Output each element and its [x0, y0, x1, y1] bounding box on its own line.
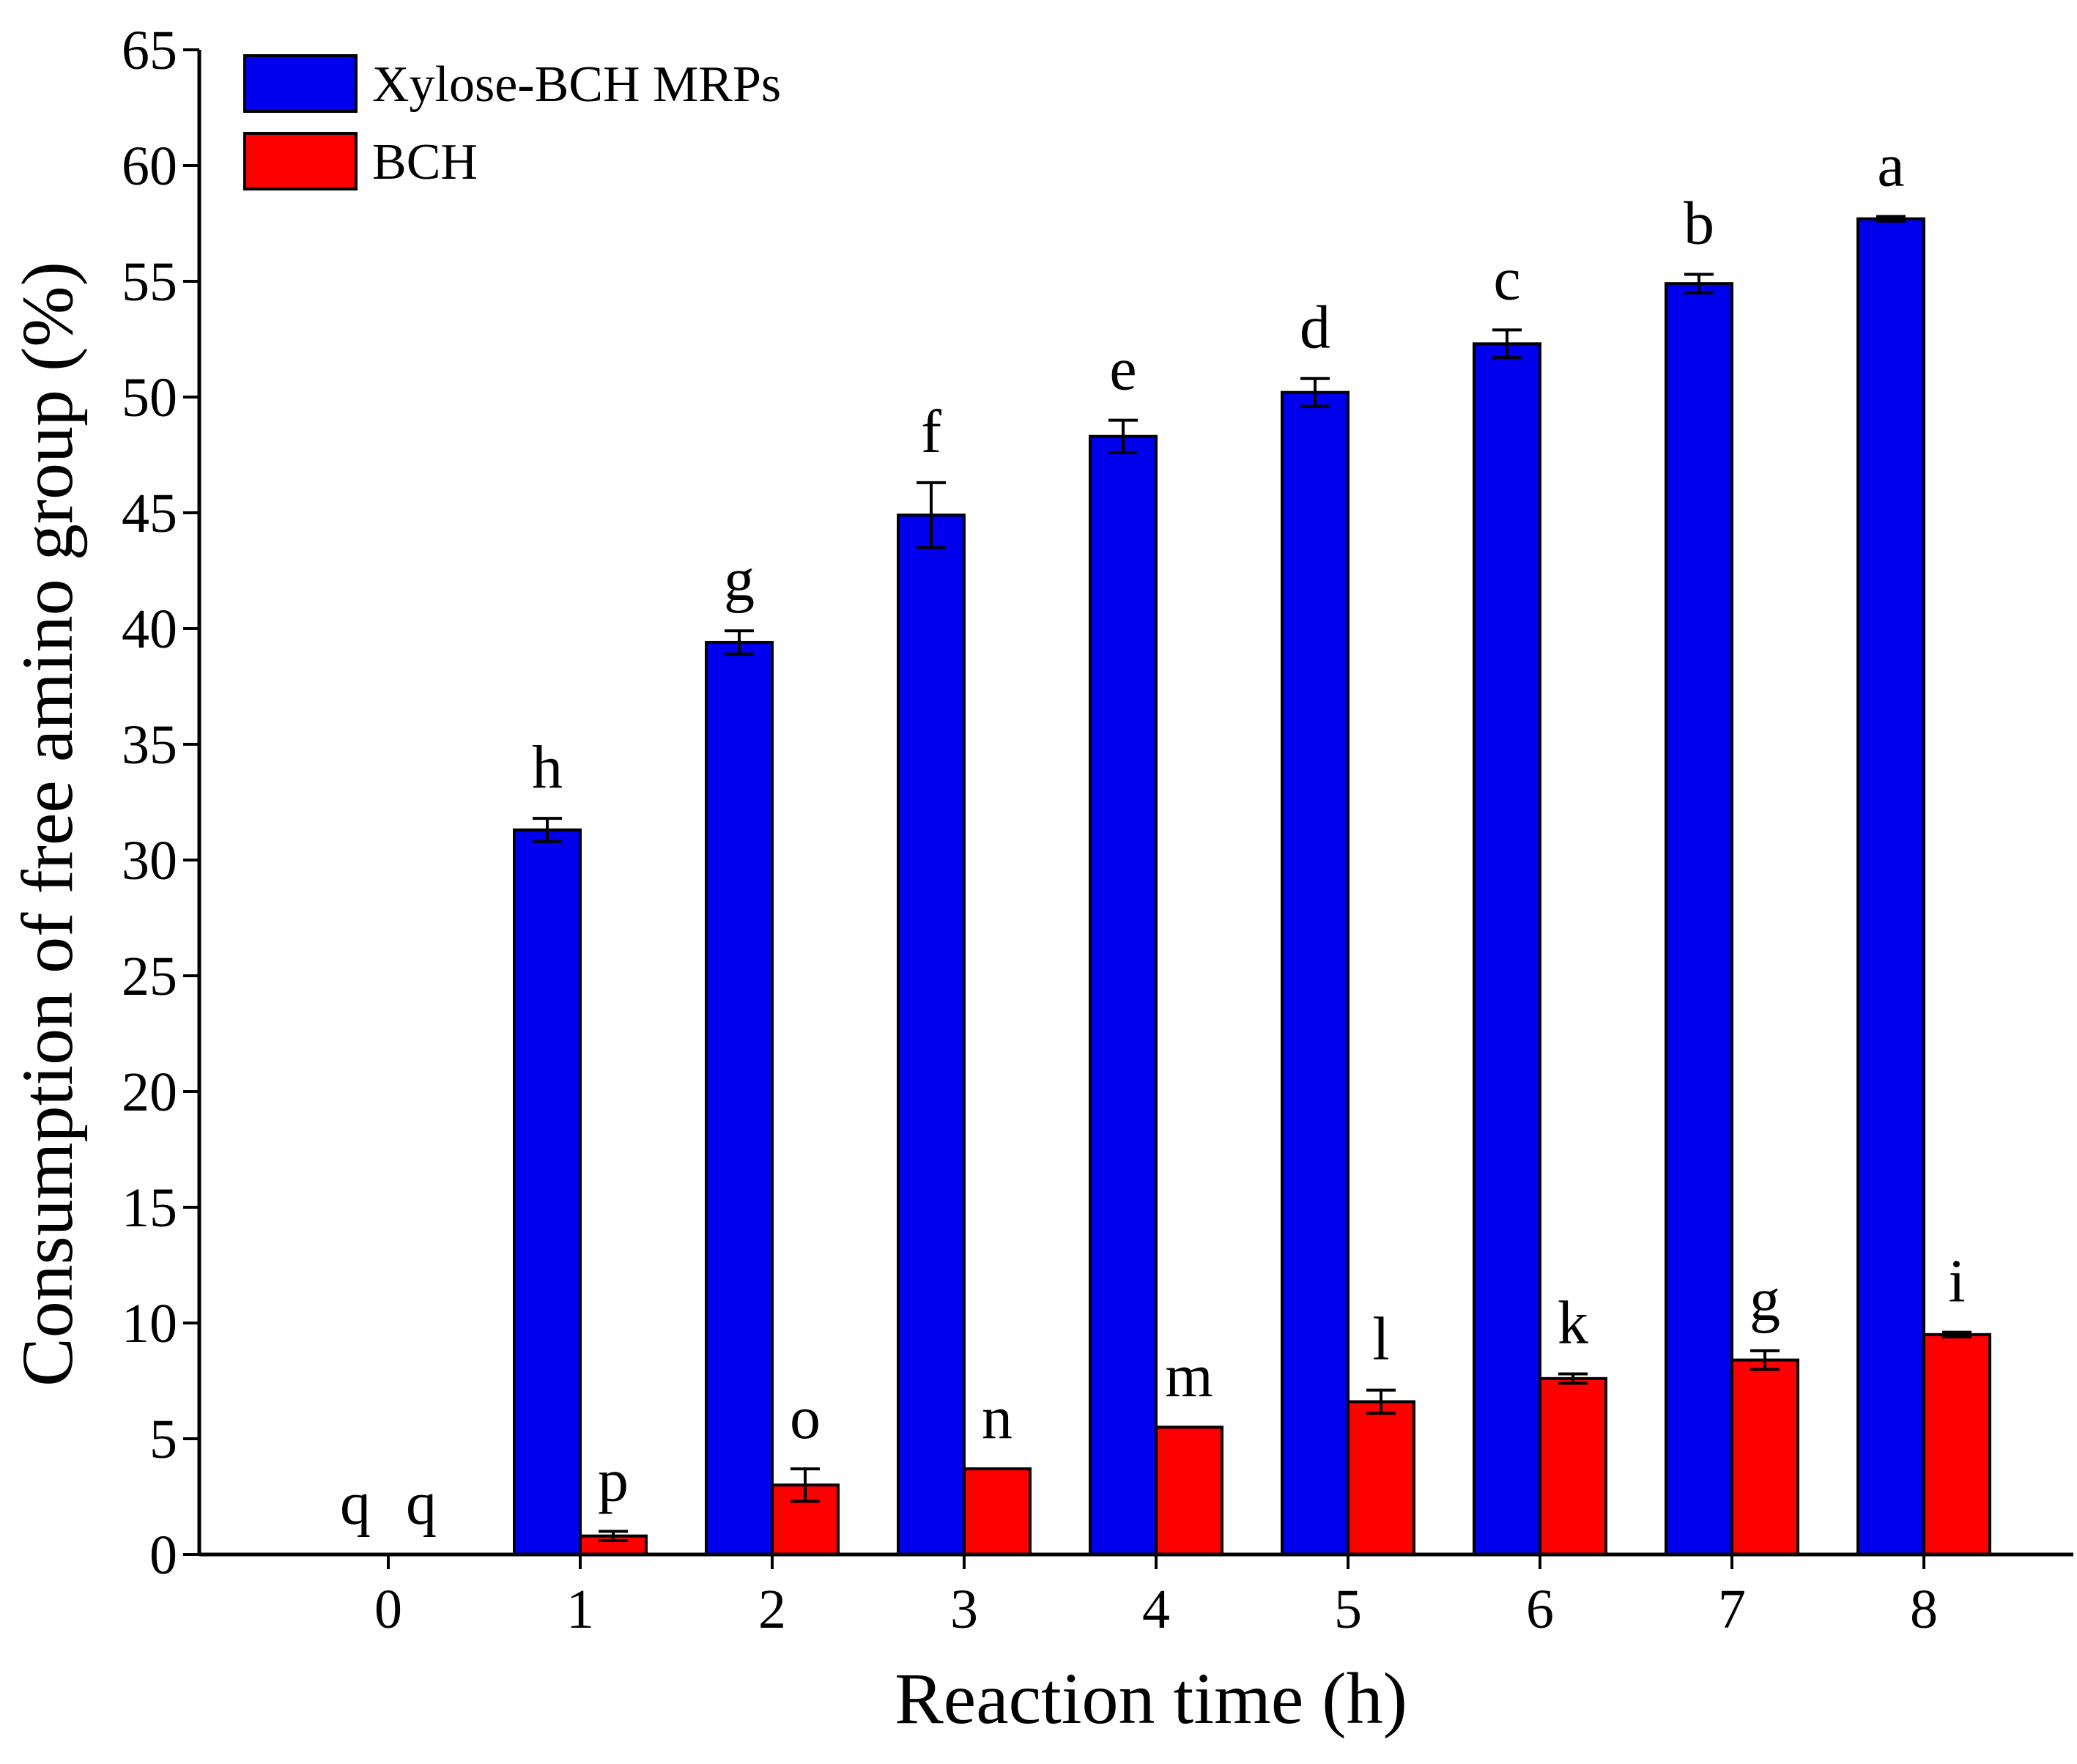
- significance-letter-xylose-bch-mrps: q: [340, 1470, 371, 1538]
- bar-xylose-bch-mrps: [513, 828, 582, 1557]
- bar-xylose-bch-mrps: [705, 640, 774, 1557]
- x-tick-label: 1: [566, 1579, 594, 1640]
- y-tick-label: 15: [122, 1177, 177, 1239]
- x-tick-label: 6: [1526, 1579, 1554, 1640]
- bar-xylose-bch-mrps: [897, 514, 966, 1556]
- significance-letter-xylose-bch-mrps: c: [1493, 245, 1520, 313]
- axes-layer: [197, 50, 2073, 1557]
- y-tick-label: 20: [122, 1061, 177, 1123]
- legend: Xylose-BCH MRPs BCH: [243, 54, 781, 190]
- significance-letter-bch: o: [790, 1384, 821, 1452]
- significance-letter-bch: n: [982, 1384, 1012, 1452]
- significance-letter-xylose-bch-mrps: g: [724, 546, 755, 614]
- bar-xylose-bch-mrps: [1665, 282, 1733, 1556]
- x-tick-label: 0: [374, 1579, 402, 1640]
- y-tick-label: 60: [122, 136, 177, 197]
- significance-labels: q h g f e d c b a q p o n m l k g i: [340, 132, 1966, 1538]
- x-tick-label: 7: [1718, 1579, 1746, 1640]
- bar-bch: [1922, 1333, 1991, 1557]
- x-tick-label: 2: [758, 1579, 786, 1640]
- bar-xylose-bch-mrps: [1856, 217, 1925, 1556]
- bar-bch: [1730, 1358, 1799, 1557]
- x-axis-title: Reaction time (h): [895, 1658, 1407, 1739]
- significance-letter-bch: g: [1750, 1266, 1780, 1334]
- significance-letter-bch: m: [1165, 1342, 1212, 1410]
- y-tick-label: 65: [122, 20, 177, 81]
- significance-letter-xylose-bch-mrps: b: [1684, 190, 1714, 258]
- x-tick-label: 5: [1334, 1579, 1362, 1640]
- x-tick-label: 3: [950, 1579, 978, 1640]
- bar-bch: [1155, 1426, 1223, 1556]
- significance-letter-xylose-bch-mrps: d: [1300, 294, 1330, 362]
- significance-letter-xylose-bch-mrps: f: [921, 398, 941, 466]
- significance-letter-bch: l: [1372, 1305, 1389, 1374]
- significance-letter-bch: k: [1558, 1289, 1588, 1357]
- significance-letter-xylose-bch-mrps: e: [1109, 336, 1136, 404]
- legend-label-xylose-bch-mrps: Xylose-BCH MRPs: [372, 56, 781, 113]
- significance-letter-bch: q: [406, 1470, 437, 1538]
- bar-xylose-bch-mrps: [1281, 390, 1350, 1556]
- bar-bch: [1347, 1400, 1415, 1556]
- bars-layer: [513, 215, 1991, 1557]
- y-tick-label: 5: [149, 1409, 177, 1470]
- x-tick-label: 8: [1910, 1579, 1938, 1640]
- significance-letter-xylose-bch-mrps: a: [1877, 132, 1904, 200]
- legend-swatch-xylose-bch-mrps: [243, 54, 358, 113]
- significance-letter-xylose-bch-mrps: h: [532, 733, 563, 801]
- bar-xylose-bch-mrps: [1089, 434, 1158, 1556]
- significance-letter-bch: p: [598, 1446, 629, 1514]
- x-tick-label: 4: [1142, 1579, 1170, 1640]
- y-tick-label: 35: [122, 714, 177, 776]
- bar-bch: [963, 1467, 1032, 1556]
- y-tick-label: 55: [122, 251, 177, 313]
- y-tick-label: 10: [122, 1293, 177, 1354]
- legend-swatch-bch: [243, 132, 358, 190]
- y-tick-label: 50: [122, 367, 177, 429]
- significance-letter-bch: i: [1948, 1248, 1965, 1316]
- bar-bch: [1539, 1376, 1607, 1556]
- legend-label-bch: BCH: [372, 134, 478, 190]
- bar-xylose-bch-mrps: [1473, 342, 1541, 1557]
- y-tick-label: 0: [149, 1524, 177, 1586]
- y-axis-title: Consumption of free amino group (%): [7, 262, 88, 1387]
- y-tick-label: 45: [122, 483, 177, 544]
- y-tick-label: 30: [122, 830, 177, 892]
- y-tick-label: 40: [122, 598, 177, 660]
- y-tick-label: 25: [122, 946, 177, 1007]
